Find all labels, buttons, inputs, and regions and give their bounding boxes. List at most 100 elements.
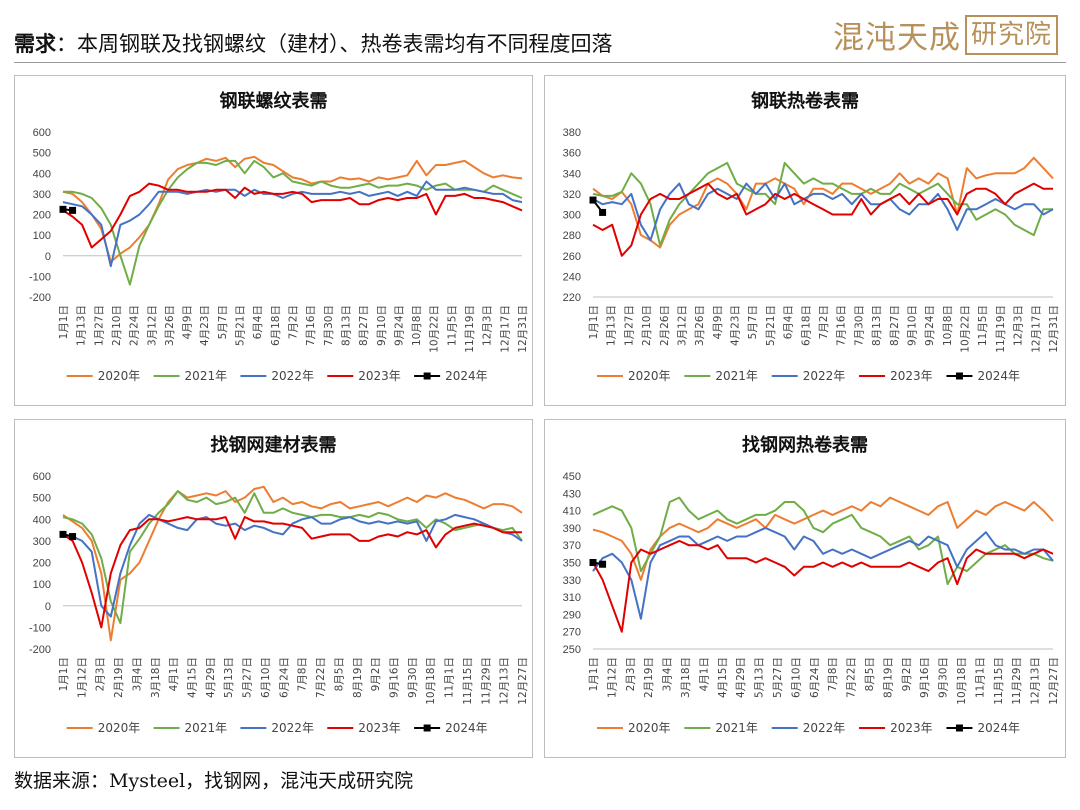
series-point-2024	[69, 206, 77, 214]
x-tick-label: 3月4日	[662, 657, 674, 691]
x-tick-label: 3月4日	[131, 657, 143, 691]
x-tick-label: 6月18日	[800, 305, 812, 346]
legend-marker	[423, 372, 431, 380]
legend-label: 2024年	[977, 721, 1020, 735]
x-tick-label: 5月21日	[765, 305, 777, 346]
x-tick-label: 6月10日	[260, 657, 272, 698]
y-tick-label: 300	[33, 536, 51, 548]
x-tick-label: 11月29日	[480, 657, 492, 705]
x-tick-label: 1月27日	[623, 305, 635, 346]
series-line-2020年	[62, 485, 523, 642]
page-title-text: ：本周钢联及找钢螺纹（建材）、热卷表需均有不同程度回落	[56, 32, 613, 56]
series-point-2024	[59, 530, 67, 538]
x-tick-label: 11月15日	[993, 657, 1005, 705]
x-tick-label: 5月21日	[235, 305, 247, 346]
x-tick-label: 2月10日	[641, 305, 653, 346]
y-tick-label: 600	[33, 471, 51, 483]
series-line-2020年	[592, 156, 1054, 249]
x-tick-label: 11月1日	[444, 657, 456, 698]
x-tick-label: 8月27日	[358, 305, 370, 346]
y-tick-label: 330	[563, 575, 581, 587]
y-tick-label: 450	[563, 471, 581, 483]
x-tick-label: 12月27日	[517, 657, 529, 705]
y-tick-label: 260	[563, 251, 581, 263]
y-tick-label: 300	[563, 210, 581, 222]
x-tick-label: 9月24日	[924, 305, 936, 346]
page-title: 需求：本周钢联及找钢螺纹（建材）、热卷表需均有不同程度回落	[14, 28, 613, 58]
x-tick-label: 1月13日	[606, 305, 618, 346]
legend-label: 2022年	[803, 369, 846, 383]
chart-panel-hrc-mysteel: 钢联热卷表需 220 240 260 280 300 320 340 360 380 1月1日 1月1…	[544, 75, 1066, 406]
x-tick-label: 9月2日	[370, 657, 382, 691]
x-tick-label: 7月8日	[827, 657, 839, 691]
x-tick-label: 5月13日	[754, 657, 766, 698]
x-tick-label: 10月22日	[960, 305, 972, 353]
x-tick-label: 2月3日	[95, 657, 107, 691]
x-tick-label: 5月7日	[217, 305, 229, 339]
chart-panel-rebar-mysteel: 钢联螺纹表需 -200 -100 0 100 200 300 400 500 600 1月1日 1月1…	[14, 75, 533, 406]
x-tick-label: 11月19日	[464, 305, 476, 353]
legend-label: 2020年	[98, 721, 141, 735]
y-tick-label: 250	[563, 644, 581, 656]
x-tick-label: 1月1日	[588, 305, 600, 339]
brand-logo: 混沌天成 研究院	[833, 12, 1058, 57]
y-tick-label: 400	[33, 168, 51, 180]
chart-title: 钢联螺纹表需	[220, 90, 328, 112]
x-tick-label: 7月22日	[846, 657, 858, 698]
x-tick-label: 3月26日	[694, 305, 706, 346]
y-tick-label: 0	[45, 251, 51, 263]
x-tick-label: 6月4日	[252, 305, 264, 339]
x-tick-label: 1月1日	[58, 305, 70, 339]
y-tick-label: -200	[29, 644, 51, 656]
x-tick-label: 11月29日	[1011, 657, 1023, 705]
x-tick-label: 4月9日	[182, 305, 194, 339]
y-tick-label: -200	[29, 292, 51, 304]
x-tick-label: 4月23日	[730, 305, 742, 346]
y-tick-label: 500	[33, 493, 51, 505]
y-tick-label: 430	[563, 488, 581, 500]
x-tick-label: 1月12日	[76, 657, 88, 698]
x-tick-label: 11月15日	[462, 657, 474, 705]
y-tick-label: -100	[29, 271, 51, 283]
x-tick-label: 9月10日	[906, 305, 918, 346]
series-line-2022年	[592, 182, 1054, 242]
y-tick-label: 410	[563, 506, 581, 518]
x-tick-label: 12月13日	[499, 657, 511, 705]
x-tick-label: 7月2日	[288, 305, 300, 339]
legend-label: 2024年	[445, 369, 488, 383]
series-point-2024	[599, 208, 607, 216]
data-source-note: 数据来源：Mysteel，找钢网，混沌天成研究院	[14, 770, 414, 792]
page-header: 需求：本周钢联及找钢螺纹（建材）、热卷表需均有不同程度回落 混沌天成 研究院	[0, 0, 1080, 64]
legend-label: 2021年	[715, 721, 758, 735]
x-tick-label: 11月1日	[974, 657, 986, 698]
x-tick-label: 8月5日	[333, 657, 345, 691]
x-tick-label: 11月19日	[995, 305, 1007, 353]
x-tick-label: 12月27日	[1048, 657, 1060, 705]
x-tick-label: 2月24日	[129, 305, 141, 346]
x-tick-label: 1月1日	[58, 657, 70, 691]
y-tick-label: 400	[33, 514, 51, 526]
x-tick-label: 2月19日	[113, 657, 125, 698]
header-divider	[14, 62, 1066, 63]
series-line-2023年	[592, 182, 1053, 257]
y-tick-label: 600	[33, 127, 51, 139]
brand-logo-boxed: 研究院	[964, 14, 1058, 55]
x-tick-label: 7月8日	[297, 657, 309, 691]
x-tick-label: 3月12日	[676, 305, 688, 346]
series-line-2023年	[62, 516, 522, 629]
x-tick-label: 10月8日	[942, 305, 954, 346]
x-tick-label: 10月22日	[429, 305, 441, 353]
y-tick-label: 320	[563, 189, 581, 201]
legend-label: 2023年	[358, 721, 401, 735]
chart-title: 找钢网热卷表需	[742, 434, 868, 456]
x-tick-label: 5月7日	[747, 305, 759, 339]
x-tick-label: 5月27日	[242, 657, 254, 698]
x-tick-label: 7月30日	[323, 305, 335, 346]
x-tick-label: 6月18日	[270, 305, 282, 346]
x-tick-label: 2月19日	[643, 657, 655, 698]
y-tick-label: 220	[563, 292, 581, 304]
x-tick-label: 1月13日	[76, 305, 88, 346]
x-tick-label: 8月13日	[871, 305, 883, 346]
chart-hrc-zhaogang: 找钢网热卷表需 250 270 290 310 330 350 370 390 410 430 450…	[563, 434, 1060, 735]
x-tick-label: 1月12日	[606, 657, 618, 698]
